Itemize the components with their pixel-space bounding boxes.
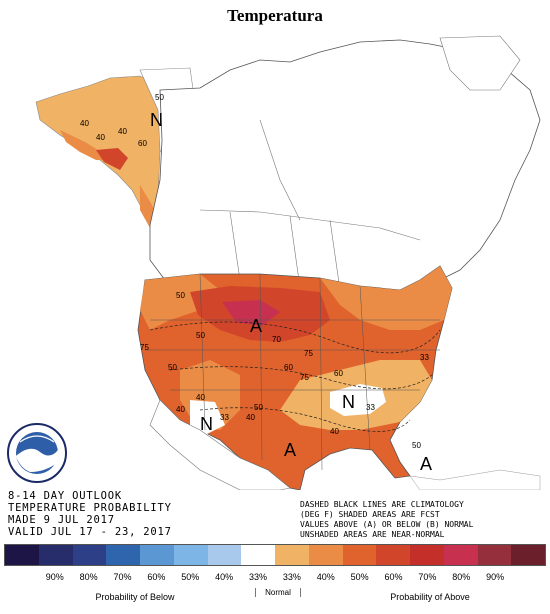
- legend-swatch: [241, 545, 275, 565]
- note-line4: UNSHADED AREAS ARE NEAR-NORMAL: [300, 530, 445, 539]
- outlook-map: 40 40 50 60 40 50 70 50 75 75 50 60 40 4…: [0, 30, 550, 490]
- legend-label: 70%: [418, 572, 437, 582]
- legend-label: 80%: [79, 572, 98, 582]
- contour-label: 50: [176, 291, 185, 300]
- contour-label: 60: [138, 139, 147, 148]
- contour-label: 40: [246, 413, 255, 422]
- legend-swatch: [511, 545, 545, 565]
- contour-label: 60: [334, 369, 343, 378]
- contour-label: 33: [420, 353, 429, 362]
- region-letters: N A N A N A: [150, 110, 432, 474]
- legend-label: 40%: [316, 572, 335, 582]
- contour-label: 50: [412, 441, 421, 450]
- contour-label: 33: [220, 413, 229, 422]
- contour-label: 33: [366, 403, 375, 412]
- outlook-line1: 8-14 DAY OUTLOOK: [8, 490, 122, 502]
- contour-label: 75: [300, 373, 309, 382]
- legend-pad: [4, 572, 38, 582]
- map-note: DASHED BLACK LINES ARE CLIMATOLOGY (DEG …: [300, 500, 545, 540]
- legend-swatch: [173, 545, 208, 565]
- region-letter: N: [150, 110, 163, 130]
- region-letter: A: [284, 440, 296, 460]
- legend-swatch: [5, 545, 39, 565]
- outlook-line3: MADE 9 JUL 2017: [8, 514, 115, 526]
- outlook-line4: VALID JUL 17 - 23, 2017: [8, 526, 172, 538]
- outlook-info: 8-14 DAY OUTLOOK TEMPERATURE PROBABILITY…: [8, 490, 172, 538]
- legend-label: 90%: [45, 572, 64, 582]
- contour-label: 75: [304, 349, 313, 358]
- legend-swatch: [38, 545, 73, 565]
- contour-label: 40: [196, 393, 205, 402]
- legend-swatch: [207, 545, 242, 565]
- contour-label: 40: [118, 127, 127, 136]
- legend-label: 33%: [282, 572, 301, 582]
- legend-label: 50%: [181, 572, 200, 582]
- legend-label: 60%: [384, 572, 403, 582]
- legend-below-caption: Probability of Below: [95, 592, 175, 602]
- legend-swatch: [477, 545, 512, 565]
- legend-swatch: [308, 545, 343, 565]
- legend-label: 80%: [452, 572, 471, 582]
- contour-labels: 40 40 50 60 40 50 70 50 75 75 50 60 40 4…: [80, 93, 429, 450]
- legend-label: 90%: [486, 572, 505, 582]
- region-letter: A: [250, 316, 262, 336]
- note-line3: VALUES ABOVE (A) OR BELOW (B) NORMAL: [300, 520, 474, 529]
- contour-label: 40: [80, 119, 89, 128]
- legend-swatch: [72, 545, 107, 565]
- note-line1: DASHED BLACK LINES ARE CLIMATOLOGY: [300, 500, 464, 509]
- contour-label: 75: [140, 343, 149, 352]
- region-letter: N: [200, 414, 213, 434]
- contour-label: 40: [330, 427, 339, 436]
- legend-swatch: [376, 545, 410, 565]
- legend-label: 33%: [249, 572, 268, 582]
- region-letter: N: [342, 392, 355, 412]
- contour-label: 50: [168, 363, 177, 372]
- contour-label: 50: [254, 403, 263, 412]
- contour-label: 40: [176, 405, 185, 414]
- legend-swatch: [106, 545, 140, 565]
- legend-swatch: [140, 545, 174, 565]
- legend-label: 60%: [147, 572, 166, 582]
- legend-normal-caption: Normal: [255, 588, 301, 597]
- legend-color-bar: [4, 544, 546, 566]
- contour-label: 70: [272, 335, 281, 344]
- legend-swatch: [342, 545, 377, 565]
- legend-swatch: [275, 545, 309, 565]
- contour-label: 50: [196, 331, 205, 340]
- legend-label: 70%: [113, 572, 132, 582]
- contour-label: 40: [96, 133, 105, 142]
- legend-pad: [512, 572, 546, 582]
- contour-label: 50: [155, 93, 164, 102]
- legend-labels: 90% 80% 70% 60% 50% 40% 33% 33% 40% 50% 60% 70% 80% 9…: [4, 572, 546, 582]
- outlook-line2: TEMPERATURE PROBABILITY: [8, 502, 172, 514]
- noaa-logo: [7, 423, 67, 483]
- legend-swatch: [410, 545, 444, 565]
- map-title: Temperatura: [227, 6, 323, 25]
- region-letter: A: [420, 454, 432, 474]
- conus-region: [137, 265, 453, 490]
- legend-label: 40%: [215, 572, 234, 582]
- legend-swatch: [443, 545, 478, 565]
- contour-label: 60: [284, 363, 293, 372]
- note-line2: (DEG F) SHADED AREAS ARE FCST: [300, 510, 440, 519]
- legend-label: 50%: [350, 572, 369, 582]
- legend-above-caption: Probability of Above: [390, 592, 470, 602]
